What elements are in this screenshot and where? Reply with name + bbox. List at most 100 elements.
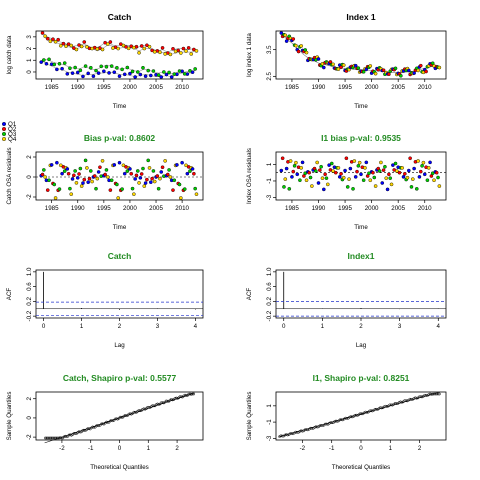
qq-point (183, 393, 187, 397)
residual-point-Q3 (146, 158, 151, 163)
qq-point (284, 433, 288, 436)
x-tick-label: 2010 (175, 205, 189, 212)
x-tick-label: 1990 (71, 205, 85, 212)
data-point-Q3 (151, 69, 156, 73)
qq-point (373, 407, 377, 411)
data-point-Q3 (156, 73, 161, 77)
residual-point-Q1 (128, 167, 132, 171)
qq-point (96, 423, 100, 427)
qq-point (173, 396, 177, 400)
residual-point-Q4 (43, 175, 47, 179)
data-point-Q1 (122, 72, 127, 77)
qq-point (164, 399, 168, 403)
qq-point (412, 397, 416, 400)
data-point-Q4 (111, 46, 115, 50)
x-tick-label: 2000 (123, 205, 137, 212)
residual-point-Q2 (134, 173, 139, 178)
qq-point (51, 436, 55, 440)
residual-point-Q1 (417, 175, 422, 179)
data-point-Q1 (149, 73, 153, 78)
y-tick-label: -0.2 (26, 310, 33, 321)
residual-point-Q4 (373, 184, 378, 188)
x-tick-label: 2 (118, 323, 122, 330)
residual-point-Q3 (345, 185, 350, 189)
y-tick-label: 0.6 (266, 282, 273, 291)
data-point-Q4 (173, 49, 178, 54)
qq-point (146, 406, 149, 409)
data-point-Q3 (94, 68, 98, 73)
data-point-Q4 (341, 63, 346, 67)
qq-point (166, 399, 169, 403)
qq-point (409, 398, 413, 401)
qq-point (362, 411, 366, 415)
qq-point (405, 399, 409, 403)
y-axis-label: log catch data (6, 35, 13, 74)
residual-point-Q2 (355, 169, 359, 174)
residual-point-Q4 (194, 192, 199, 196)
qq-point (428, 392, 432, 396)
data-point-Q4 (168, 52, 173, 57)
residual-point-Q4 (74, 181, 79, 185)
residual-point-Q3 (125, 169, 130, 173)
qq-point (291, 432, 295, 436)
qq-point (349, 415, 353, 418)
residual-point-Q2 (155, 174, 160, 178)
qq-point (147, 405, 151, 409)
residual-point-Q1 (380, 181, 385, 185)
residual-point-Q2 (291, 169, 296, 174)
qq-point (336, 420, 339, 423)
residual-point-Q1 (295, 172, 300, 177)
x-tick-label: 2010 (418, 84, 432, 91)
qq-point (397, 401, 401, 404)
data-point-Q3 (361, 70, 366, 74)
x-tick-label: 2000 (123, 84, 137, 91)
qq-point (344, 416, 347, 420)
residual-point-Q3 (188, 169, 192, 173)
qq-point (118, 415, 122, 419)
residual-point-Q3 (109, 178, 114, 183)
x-tick-label: 2010 (175, 84, 189, 91)
qq-point (430, 392, 433, 396)
qq-point (403, 399, 406, 403)
qq-point (325, 422, 328, 426)
data-point-Q4 (79, 44, 84, 49)
qq-point (141, 407, 144, 411)
data-point-Q1 (107, 71, 111, 75)
residual-point-Q4 (363, 166, 367, 170)
data-point-Q1 (164, 72, 169, 77)
qq-point (43, 436, 47, 440)
x-tick-label: 2 (359, 323, 363, 330)
data-point-Q1 (279, 31, 284, 35)
data-point-Q3 (115, 65, 119, 70)
qq-point (360, 412, 363, 416)
qq-point (319, 424, 323, 427)
panel-index_resid: I1 bias p-val: 0.9535 1985 1990 1995 2000 200… (246, 133, 447, 231)
legend-label-Q4: Q4 (8, 136, 17, 143)
data-point-Q2 (381, 68, 386, 72)
data-point-Q1 (133, 75, 137, 79)
y-tick-label: 1.0 (26, 267, 33, 276)
qq-point (47, 436, 51, 440)
x-tick-label: 1990 (312, 205, 326, 212)
x-tick-label: 4 (194, 323, 198, 330)
x-tick-label: 2005 (391, 84, 405, 91)
residual-point-Q2 (129, 171, 134, 176)
residual-point-Q2 (139, 172, 144, 176)
residual-point-Q3 (172, 178, 177, 183)
qq-point (368, 409, 371, 413)
panel-catch_acf: Catch 0 1 2 3 4 -0.2 0.2 0.6 1.0 Lag ACF (6, 251, 204, 349)
qq-point (184, 394, 188, 397)
qq-point (370, 409, 374, 413)
residual-point-Q4 (416, 159, 420, 163)
qq-point (333, 420, 337, 423)
data-point-Q4 (64, 44, 68, 49)
data-point-Q3 (177, 69, 182, 73)
residual-point-Q2 (403, 171, 407, 176)
panel-index_acf: Index1 0 1 2 3 4 -0.2 0.2 0.6 1.0 Lag ACF (246, 251, 447, 349)
residual-point-Q3 (141, 166, 145, 171)
plot-frame (35, 30, 204, 80)
y-axis-label: Index OSA residuals (246, 148, 253, 204)
residual-point-Q3 (52, 182, 57, 187)
residual-point-Q4 (152, 179, 157, 184)
data-point-Q3 (356, 66, 361, 70)
